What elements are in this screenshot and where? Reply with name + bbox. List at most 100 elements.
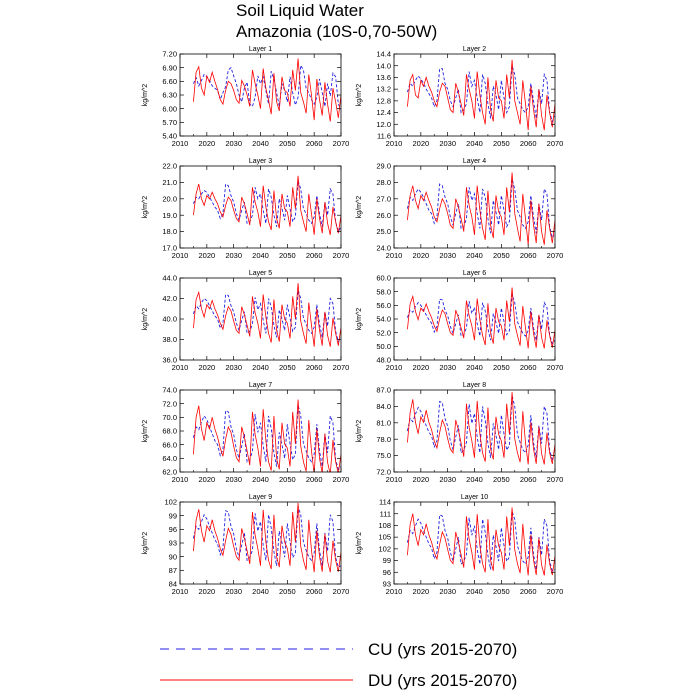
layer-4-x-tick-label: 2070 xyxy=(547,251,564,260)
layer-3-y-axis-label: kg/m^2 xyxy=(142,196,149,218)
layer-6-y-tick-label: 52.0 xyxy=(376,328,391,337)
layer-1-x-tick-label: 2040 xyxy=(252,139,269,148)
layer-5-x-tick-label: 2050 xyxy=(279,363,296,372)
layer-5-title: Layer 5 xyxy=(249,270,272,277)
layer-2-x-tick-label: 2030 xyxy=(439,139,456,148)
layer-9-panel: Layer 9 kg/m^2 2010 2020 2030 2040 2050 2060 207… xyxy=(142,494,349,596)
layer-8-y-tick-label: 87.0 xyxy=(376,386,391,395)
layer-1-y-tick-label: 5.40 xyxy=(162,132,177,141)
layer-9-y-tick-label: 90 xyxy=(169,552,177,561)
layer-7-y-tick-label: 62.0 xyxy=(162,468,177,477)
layer-9-x-tick-label: 2020 xyxy=(198,587,215,596)
layer-1-x-tick-label: 2020 xyxy=(198,139,215,148)
layer-4-x-tick-label: 2020 xyxy=(412,251,429,260)
layer-4-y-axis-label: kg/m^2 xyxy=(356,196,363,218)
layer-3-y-tick-label: 19.0 xyxy=(162,211,177,220)
layer-6-y-tick-label: 58.0 xyxy=(376,287,391,296)
layer-10-x-tick-label: 2020 xyxy=(412,587,429,596)
layer-6-x-tick-label: 2030 xyxy=(439,363,456,372)
layer-2-x-tick-label: 2010 xyxy=(386,139,403,148)
figure-title-line1: Soil Liquid Water xyxy=(236,1,364,20)
layer-8-y-tick-label: 84.0 xyxy=(376,402,391,411)
layer-9-x-tick-label: 2010 xyxy=(172,587,189,596)
legend-label-cu: CU (yrs 2015-2070) xyxy=(368,640,517,659)
layer-3-x-tick-label: 2030 xyxy=(225,251,242,260)
layer-9-y-tick-label: 84 xyxy=(169,580,177,589)
layer-9-x-tick-label: 2050 xyxy=(279,587,296,596)
layer-10-y-tick-label: 102 xyxy=(378,544,391,553)
layer-7-x-tick-label: 2030 xyxy=(225,475,242,484)
layer-1-x-tick-label: 2030 xyxy=(225,139,242,148)
layer-8-y-tick-label: 72.0 xyxy=(376,468,391,477)
layer-1-y-tick-label: 6.60 xyxy=(162,77,177,86)
layer-4-series-cu xyxy=(406,179,555,240)
layer-2-y-tick-label: 12.4 xyxy=(376,108,391,117)
layer-6-y-axis-label: kg/m^2 xyxy=(356,308,363,330)
layer-10-y-tick-label: 111 xyxy=(380,509,391,518)
layer-7-y-tick-label: 66.0 xyxy=(162,440,177,449)
layer-4-x-tick-label: 2030 xyxy=(439,251,456,260)
layer-8-x-tick-label: 2010 xyxy=(386,475,403,484)
layer-6-y-tick-label: 60.0 xyxy=(376,274,391,283)
layer-2-series-cu xyxy=(406,65,555,123)
layer-2-y-tick-label: 13.6 xyxy=(376,73,391,82)
layer-10-y-tick-label: 99 xyxy=(383,556,391,565)
layer-3-x-tick-label: 2060 xyxy=(306,251,323,260)
layer-1-y-tick-label: 7.20 xyxy=(162,50,177,59)
layer-6-title: Layer 6 xyxy=(463,270,486,277)
layer-2-y-tick-label: 14.0 xyxy=(376,61,391,70)
layer-6-x-tick-label: 2060 xyxy=(520,363,537,372)
layer-7-y-tick-label: 72.0 xyxy=(162,399,177,408)
layer-1-x-tick-label: 2060 xyxy=(306,139,323,148)
layer-6-y-tick-label: 50.0 xyxy=(376,342,391,351)
layer-10-panel: Layer 10 kg/m^2 2010 2020 2030 2040 2050 2060 20… xyxy=(356,494,563,596)
layer-6-x-tick-label: 2070 xyxy=(547,363,564,372)
layer-9-series-cu xyxy=(192,506,341,568)
layer-7-title: Layer 7 xyxy=(249,382,272,389)
layer-8-y-tick-label: 75.0 xyxy=(376,451,391,460)
layer-10-x-tick-label: 2060 xyxy=(520,587,537,596)
layer-6-series-cu xyxy=(406,294,555,345)
legend: CU (yrs 2015-2070) DU (yrs 2015-2070) xyxy=(160,640,517,690)
layer-2-series-du xyxy=(407,59,555,131)
layer-5-x-tick-label: 2070 xyxy=(333,363,350,372)
layer-2-x-tick-label: 2040 xyxy=(466,139,483,148)
layer-5-y-axis-label: kg/m^2 xyxy=(142,308,149,330)
layer-10-plot-frame xyxy=(393,501,556,585)
layer-2-x-tick-label: 2050 xyxy=(493,139,510,148)
layer-5-y-tick-label: 44.0 xyxy=(162,274,177,283)
layer-8-plot-frame xyxy=(393,389,556,473)
layer-8-y-tick-label: 81.0 xyxy=(376,418,391,427)
layer-2-plot-frame xyxy=(393,53,556,137)
layer-3-series-du xyxy=(193,175,341,235)
layer-9-y-tick-label: 102 xyxy=(164,498,177,507)
layer-1-series-du xyxy=(193,58,341,122)
layer-6-x-tick-label: 2020 xyxy=(412,363,429,372)
layer-5-x-tick-label: 2060 xyxy=(306,363,323,372)
layer-5-series-cu xyxy=(192,290,341,343)
layer-10-y-tick-label: 96 xyxy=(383,568,391,577)
layer-8-x-tick-label: 2020 xyxy=(412,475,429,484)
layer-4-y-tick-label: 26.0 xyxy=(376,211,391,220)
layer-4-y-tick-label: 29.0 xyxy=(376,162,391,171)
layer-9-x-tick-label: 2030 xyxy=(225,587,242,596)
layer-9-y-axis-label: kg/m^2 xyxy=(142,532,149,554)
layer-4-title: Layer 4 xyxy=(463,158,486,165)
layer-2-y-tick-label: 12.0 xyxy=(376,120,391,129)
layer-7-y-tick-label: 64.0 xyxy=(162,454,177,463)
layer-9-y-tick-label: 93 xyxy=(169,539,177,548)
layer-1-x-tick-label: 2070 xyxy=(333,139,350,148)
layer-1-series-cu xyxy=(193,63,341,110)
layer-1-title: Layer 1 xyxy=(249,46,272,53)
layer-6-y-tick-label: 48.0 xyxy=(376,356,391,365)
layer-5-plot-frame xyxy=(179,277,342,361)
layer-5-x-tick-label: 2020 xyxy=(198,363,215,372)
layer-1-y-tick-label: 6.30 xyxy=(162,91,177,100)
layer-6-panel: Layer 6 kg/m^2 2010 2020 2030 2040 2050 2060 207… xyxy=(356,270,563,372)
layer-1-panel: Layer 1 kg/m^2 2010 2020 2030 2040 2050 2060 207… xyxy=(142,46,349,148)
layer-9-y-tick-label: 99 xyxy=(169,511,177,520)
layer-8-y-tick-label: 78.0 xyxy=(376,435,391,444)
layer-3-y-tick-label: 22.0 xyxy=(162,162,177,171)
layer-8-y-axis-label: kg/m^2 xyxy=(356,420,363,442)
